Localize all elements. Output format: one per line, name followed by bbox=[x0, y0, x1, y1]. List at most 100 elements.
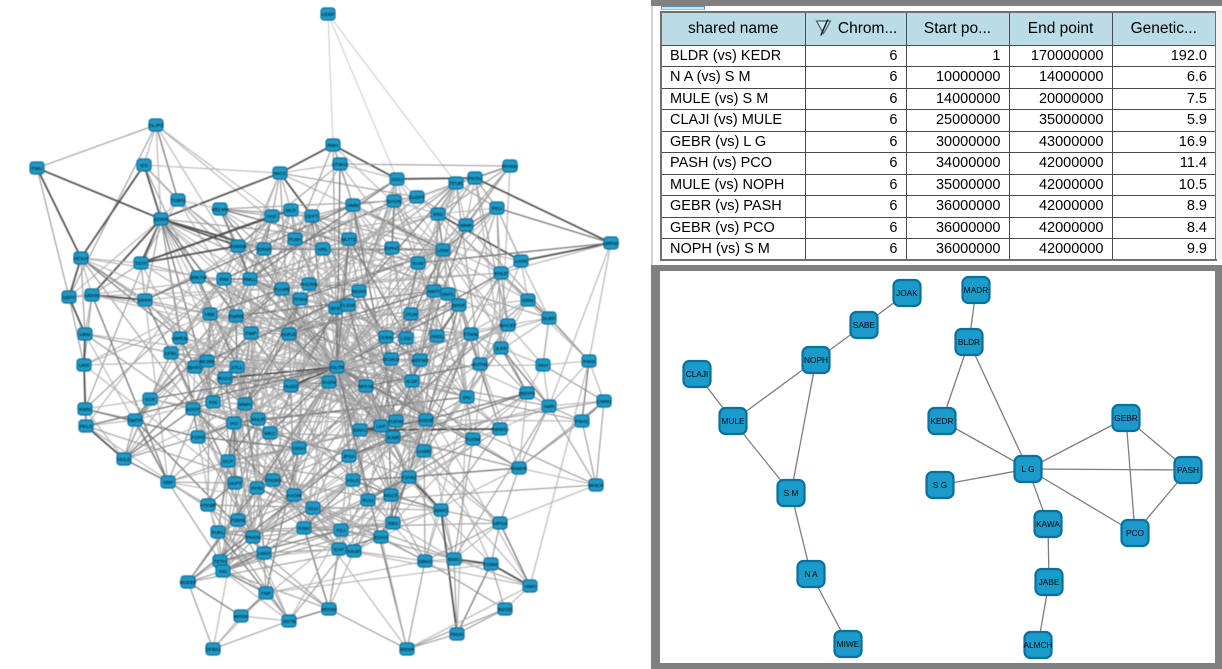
svg-text:MIWE: MIWE bbox=[837, 639, 860, 649]
svg-text:PJANJ: PJANJ bbox=[402, 475, 417, 481]
svg-text:IHJ: IHJ bbox=[230, 421, 238, 427]
svg-text:WNR: WNR bbox=[460, 223, 472, 229]
svg-text:DCP: DCP bbox=[223, 459, 233, 465]
svg-text:LSSI: LSSI bbox=[401, 336, 411, 342]
svg-text:AAGM: AAGM bbox=[287, 493, 301, 499]
svg-text:WBSR: WBSR bbox=[400, 647, 415, 653]
svg-text:URR: URR bbox=[79, 363, 90, 369]
svg-text:DIU: DIU bbox=[463, 395, 472, 401]
svg-text:PEU: PEU bbox=[492, 206, 502, 212]
svg-text:HUGO: HUGO bbox=[284, 384, 299, 390]
svg-text:FKH: FKH bbox=[538, 363, 548, 369]
svg-text:SRD: SRD bbox=[433, 212, 444, 218]
svg-text:OFFT: OFFT bbox=[306, 214, 319, 220]
svg-text:AMR: AMR bbox=[544, 404, 555, 410]
svg-text:RWWSJ: RWWSJ bbox=[491, 427, 510, 433]
svg-text:MHICN: MHICN bbox=[588, 483, 604, 489]
svg-text:WEFWK: WEFWK bbox=[411, 358, 430, 364]
svg-text:EWRB: EWRB bbox=[229, 314, 243, 320]
svg-text:LKP: LKP bbox=[376, 424, 385, 430]
svg-text:CCIHL: CCIHL bbox=[379, 335, 394, 341]
svg-text:STLL: STLL bbox=[231, 365, 243, 371]
svg-text:SISOE: SISOE bbox=[419, 418, 434, 424]
svg-text:UBM: UBM bbox=[80, 332, 91, 338]
svg-text:PMJK: PMJK bbox=[451, 632, 465, 638]
svg-text:GEBR: GEBR bbox=[1114, 413, 1138, 423]
svg-text:RIM: RIM bbox=[220, 277, 229, 283]
svg-text:OMTP: OMTP bbox=[128, 418, 142, 424]
svg-text:AGRJG: AGRJG bbox=[281, 332, 298, 338]
svg-text:PDI: PDI bbox=[209, 400, 217, 406]
svg-text:OLJPS: OLJPS bbox=[148, 123, 163, 129]
svg-text:PSBRL: PSBRL bbox=[230, 518, 246, 524]
svg-text:JABE: JABE bbox=[1039, 577, 1060, 587]
svg-text:PSHC: PSHC bbox=[575, 419, 589, 425]
svg-text:WMLTW: WMLTW bbox=[189, 275, 208, 281]
svg-text:MWH: MWH bbox=[239, 402, 252, 408]
svg-text:JPSA: JPSA bbox=[343, 454, 356, 460]
svg-text:HTEBR: HTEBR bbox=[200, 503, 217, 509]
svg-text:RACC: RACC bbox=[218, 376, 232, 382]
svg-text:HIGH: HIGH bbox=[293, 446, 306, 452]
svg-text:IOLTR: IOLTR bbox=[330, 365, 344, 371]
svg-text:SNTL: SNTL bbox=[442, 292, 455, 298]
svg-text:DRWI: DRWI bbox=[258, 247, 271, 253]
svg-text:FGPG: FGPG bbox=[191, 435, 205, 441]
svg-text:LEKP: LEKP bbox=[322, 12, 334, 18]
svg-text:HBE: HBE bbox=[205, 312, 215, 318]
svg-text:FHCRW: FHCRW bbox=[300, 282, 318, 288]
svg-text:FNP: FNP bbox=[261, 591, 271, 597]
svg-text:ANDL: ANDL bbox=[431, 334, 444, 340]
svg-text:WRSK: WRSK bbox=[234, 614, 249, 620]
svg-text:IWCC: IWCC bbox=[274, 171, 287, 177]
svg-text:TAIFN: TAIFN bbox=[322, 380, 336, 386]
svg-text:KLU: KLU bbox=[308, 506, 318, 512]
svg-text:ALMCH: ALMCH bbox=[1023, 640, 1052, 650]
svg-text:LBRNH: LBRNH bbox=[603, 241, 620, 247]
svg-text:FKOU: FKOU bbox=[468, 176, 482, 182]
svg-text:PNGN: PNGN bbox=[246, 535, 260, 541]
svg-text:ASLG: ASLG bbox=[347, 478, 360, 484]
svg-text:FLSSP: FLSSP bbox=[340, 303, 355, 309]
svg-text:JTLM: JTLM bbox=[405, 312, 417, 318]
svg-text:EBS: EBS bbox=[388, 521, 398, 527]
svg-text:CLAJI: CLAJI bbox=[686, 369, 709, 379]
svg-text:TTWW: TTWW bbox=[464, 332, 479, 338]
svg-text:SNMHF: SNMHF bbox=[510, 466, 527, 472]
svg-text:HMO: HMO bbox=[524, 584, 535, 590]
svg-text:JDWO: JDWO bbox=[434, 508, 448, 514]
svg-text:KNLR: KNLR bbox=[252, 417, 265, 423]
svg-text:KOOT: KOOT bbox=[186, 407, 200, 413]
svg-text:KWJI: KWJI bbox=[583, 359, 594, 365]
svg-text:MLTTD: MLTTD bbox=[341, 237, 357, 243]
svg-text:HJOW: HJOW bbox=[389, 419, 404, 425]
svg-text:BLDR: BLDR bbox=[958, 337, 980, 347]
svg-text:PFRI: PFRI bbox=[252, 486, 263, 492]
svg-text:EUDFP: EUDFP bbox=[409, 195, 425, 201]
svg-text:HMM: HMM bbox=[347, 203, 358, 209]
svg-text:SABE: SABE bbox=[853, 320, 876, 330]
svg-text:MGEEP: MGEEP bbox=[179, 580, 196, 586]
svg-text:RAM: RAM bbox=[413, 261, 424, 267]
svg-text:UFBL: UFBL bbox=[165, 351, 178, 357]
svg-text:NOPH: NOPH bbox=[804, 355, 828, 365]
svg-text:GEFF: GEFF bbox=[63, 295, 76, 301]
svg-text:HULE: HULE bbox=[118, 457, 131, 463]
svg-text:SUBF: SUBF bbox=[543, 316, 556, 322]
svg-text:IHS: IHS bbox=[219, 569, 227, 575]
svg-text:OBKC: OBKC bbox=[418, 559, 432, 565]
svg-text:PUKL: PUKL bbox=[212, 530, 225, 536]
svg-text:RMLL: RMLL bbox=[244, 277, 257, 283]
svg-text:MLR: MLR bbox=[286, 208, 297, 214]
svg-text:TFWN: TFWN bbox=[293, 297, 307, 303]
svg-text:FDJ: FDJ bbox=[337, 528, 346, 534]
svg-text:PASH: PASH bbox=[1177, 465, 1199, 475]
svg-text:JISTB: JISTB bbox=[282, 619, 295, 625]
svg-text:LMIO: LMIO bbox=[258, 551, 270, 557]
svg-text:MADR: MADR bbox=[964, 285, 988, 295]
svg-text:UWRJU: UWRJU bbox=[171, 336, 189, 342]
svg-text:KNLD: KNLD bbox=[495, 271, 508, 277]
svg-text:FWU: FWU bbox=[32, 166, 43, 172]
svg-text:GRM: GRM bbox=[522, 298, 533, 304]
svg-text:TSTF: TSTF bbox=[135, 261, 147, 267]
